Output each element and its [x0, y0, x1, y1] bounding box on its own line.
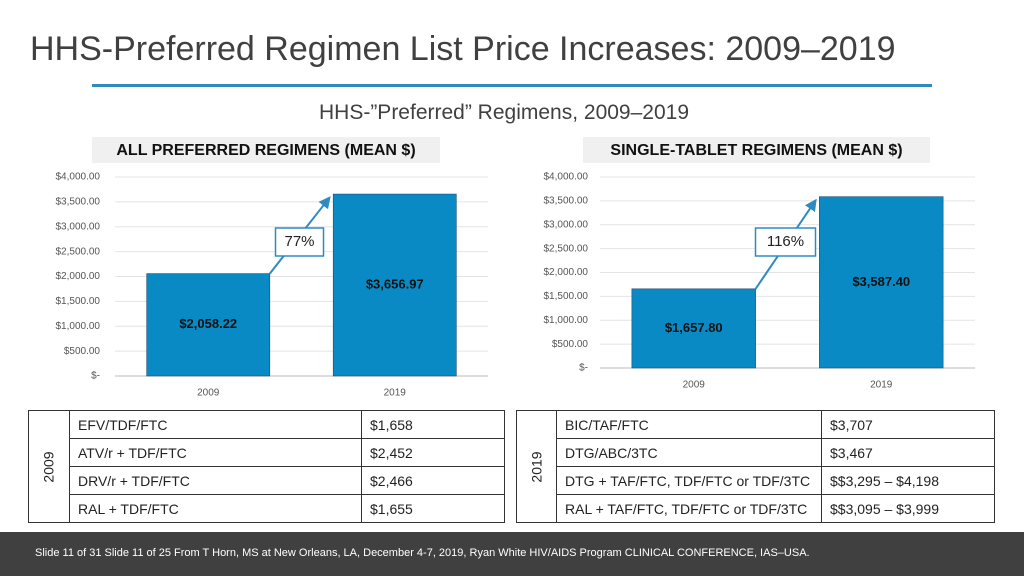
price-cell: $2,452: [361, 438, 505, 467]
regimen-cell: DTG + TAF/FTC, TDF/FTC or TDF/3TC: [556, 466, 822, 495]
annotation-box: [274, 227, 325, 257]
regimen-cell: RAL + TAF/FTC, TDF/FTC or TDF/3TC: [556, 494, 822, 523]
bar: [332, 193, 457, 377]
price-cell: $3,467: [821, 438, 995, 467]
table-row: 2009 EFV/TDF/FTC $1,658: [28, 410, 505, 523]
y-tick-label: $1,000.00: [56, 321, 101, 332]
price-cell: $1,658: [361, 410, 505, 439]
year-cell: 2009: [28, 410, 70, 523]
bar: [631, 288, 756, 369]
regimen-cell: RAL + TDF/FTC: [69, 494, 362, 523]
value-label: $1,657.80: [665, 320, 723, 335]
y-tick-label: $2,500.00: [56, 246, 101, 257]
regimen-cell: DRV/r + TDF/FTC: [69, 466, 362, 495]
y-tick-label: $1,500.00: [56, 296, 101, 307]
regimen-table: 2019 BIC/TAF/FTC $3,707 DTG/ABC/3TC $3,467 DT…: [516, 410, 995, 523]
price-cell: $1,655: [361, 494, 505, 523]
year-cell: 2019: [516, 410, 557, 523]
slide-title: HHS-Preferred Regimen List Price Increas…: [30, 30, 896, 68]
y-tick-label: $3,000.00: [544, 219, 589, 230]
value-label: $3,656.97: [366, 276, 424, 291]
y-tick-label: $3,500.00: [544, 196, 589, 207]
y-tick-label: $1,000.00: [544, 315, 589, 326]
x-tick-label: 2009: [197, 388, 220, 399]
chart-title-bg: [92, 137, 440, 163]
regimen-cell: BIC/TAF/FTC: [556, 410, 822, 439]
price-cell: $$3,295 – $4,198: [821, 466, 995, 495]
x-tick-label: 2019: [384, 388, 407, 399]
regimen-cell: EFV/TDF/FTC: [69, 410, 362, 439]
table-row: 2019 BIC/TAF/FTC $3,707: [516, 410, 995, 523]
x-tick-label: 2019: [870, 380, 893, 391]
chart-title: SINGLE-TABLET REGIMENS (MEAN $): [610, 142, 902, 159]
chart-title: ALL PREFERRED REGIMENS (MEAN $): [116, 142, 415, 159]
y-tick-label: $-: [579, 363, 588, 374]
y-tick-label: $2,000.00: [544, 267, 589, 278]
table-row: RAL + TDF/FTC $1,655: [29, 494, 505, 523]
y-tick-label: $500.00: [64, 346, 101, 357]
regimen-cell: DTG/ABC/3TC: [556, 438, 822, 467]
table-row: RAL + TAF/FTC, TDF/FTC or TDF/3TC $$3,095…: [517, 494, 995, 523]
price-cell: $$3,095 – $3,999: [821, 494, 995, 523]
chart-title-bg: [583, 137, 930, 163]
y-tick-label: $3,500.00: [56, 197, 101, 208]
footer: Slide 11 of 31 Slide 11 of 25 From T Hor…: [0, 532, 1024, 576]
table-row: DTG + TAF/FTC, TDF/FTC or TDF/3TC $$3,295…: [517, 466, 995, 495]
price-cell: $3,707: [821, 410, 995, 439]
subtitle: HHS-”Preferred” Regimens, 2009–2019: [318, 101, 689, 124]
y-tick-label: $3,000.00: [56, 221, 101, 232]
y-tick-label: $1,500.00: [544, 291, 589, 302]
title-rule: [92, 84, 932, 87]
y-tick-label: $500.00: [552, 339, 589, 350]
table-row: DRV/r + TDF/FTC $2,466: [29, 466, 505, 495]
annotation: 116%: [767, 233, 804, 250]
y-tick-label: $2,000.00: [56, 271, 101, 282]
x-tick-label: 2009: [683, 380, 706, 391]
bar: [146, 273, 271, 377]
y-tick-label: $-: [91, 371, 100, 382]
footer-text: Slide 11 of 31 Slide 11 of 25 From T Hor…: [35, 547, 810, 559]
y-tick-label: $4,000.00: [544, 172, 589, 183]
table-row: DTG/ABC/3TC $3,467: [517, 438, 995, 467]
regimen-table: 2009 EFV/TDF/FTC $1,658 ATV/r + TDF/FTC $2,4…: [28, 410, 505, 523]
year-label: 2009: [41, 450, 57, 483]
annotation: 77%: [284, 233, 314, 250]
regimen-cell: ATV/r + TDF/FTC: [69, 438, 362, 467]
price-cell: $2,466: [361, 466, 505, 495]
value-label: $2,058.22: [179, 316, 237, 331]
y-tick-label: $2,500.00: [544, 243, 589, 254]
table-row: ATV/r + TDF/FTC $2,452: [29, 438, 505, 467]
bar: [819, 196, 944, 369]
annotation-box: [754, 227, 817, 257]
value-label: $3,587.40: [852, 274, 910, 289]
y-tick-label: $4,000.00: [56, 172, 101, 183]
year-label: 2019: [528, 450, 545, 483]
